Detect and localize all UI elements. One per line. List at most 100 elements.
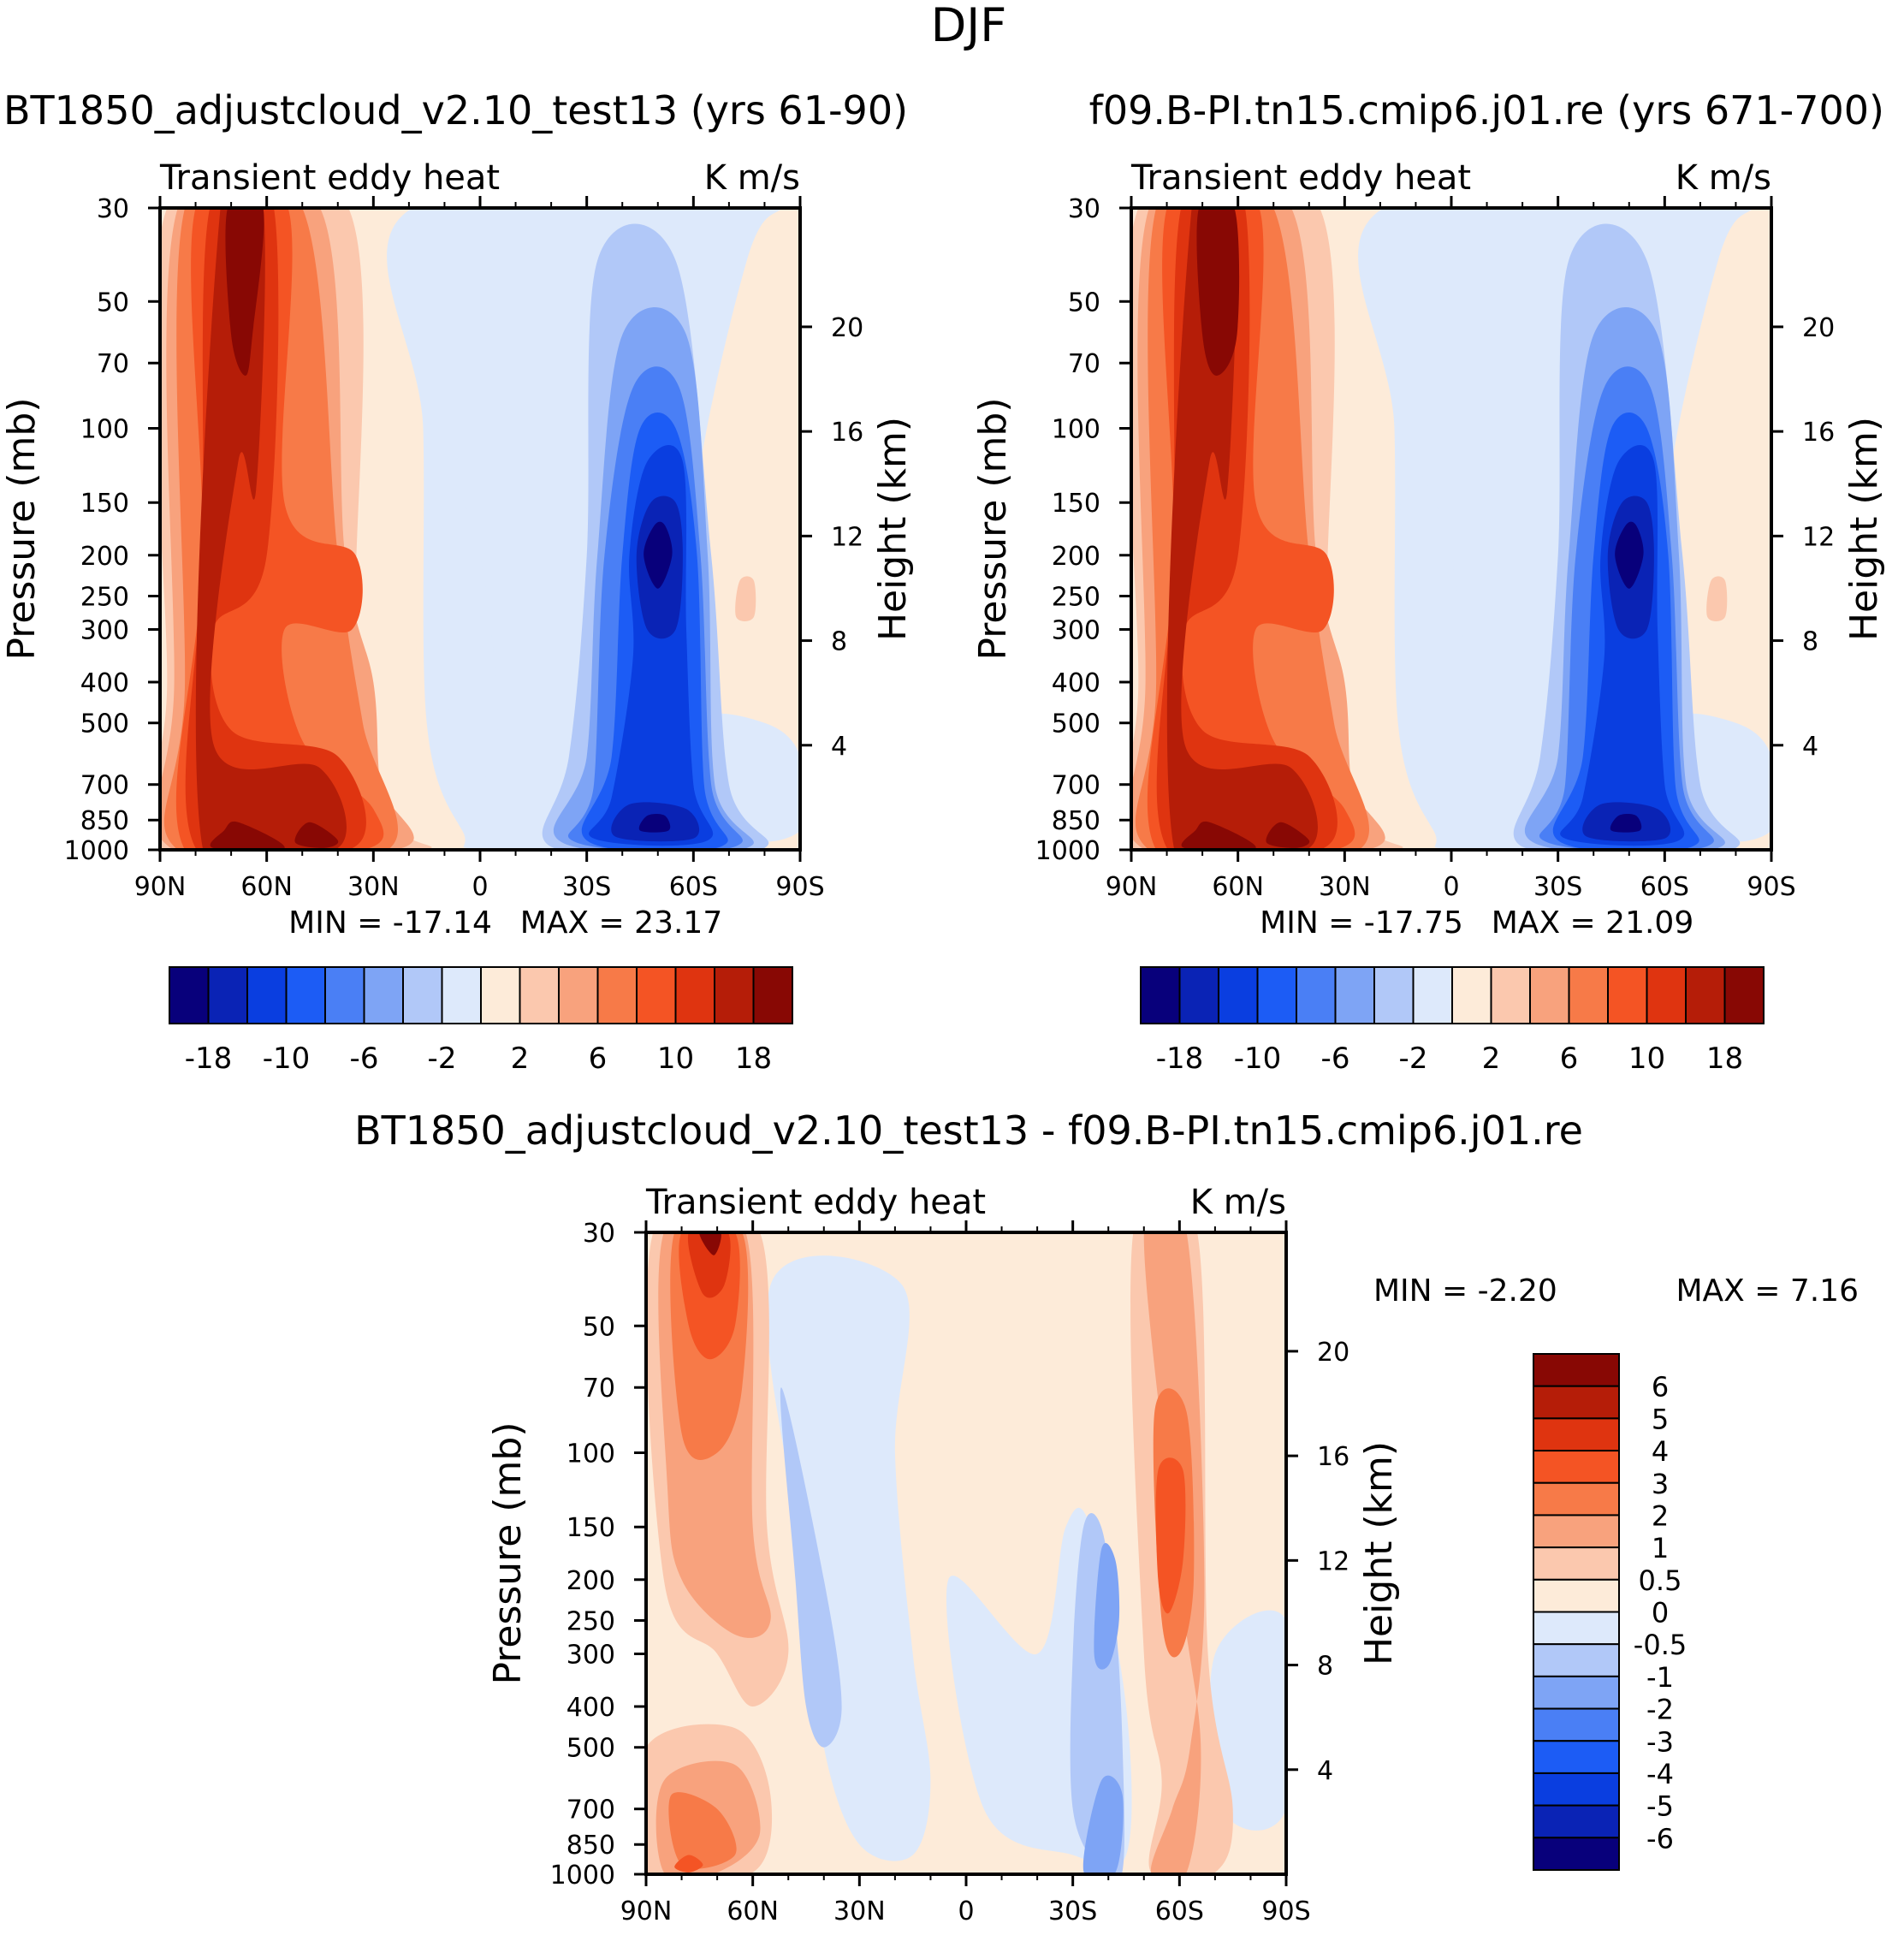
colorbar-swatch <box>1533 1772 1620 1807</box>
colorbar-label: 2 <box>1652 1499 1669 1532</box>
contour-field <box>646 1232 1286 1874</box>
x-tick-label: 0 <box>472 872 488 902</box>
y-tick-label: 500 <box>80 709 129 739</box>
colorbar-swatch <box>1373 966 1415 1024</box>
max-label: MAX = 21.09 <box>1492 905 1693 941</box>
y-tick-label: 150 <box>80 489 129 519</box>
colorbar-label: -4 <box>1646 1758 1674 1790</box>
right-title: K m/s <box>1676 158 1771 198</box>
colorbar-label: -1 <box>1646 1661 1674 1694</box>
colorbar-label: -10 <box>1234 1042 1282 1076</box>
contour-band-23 <box>735 576 756 621</box>
contour-band-1 <box>767 1255 931 1861</box>
x-tick-label: 0 <box>958 1896 974 1926</box>
colorbar-label: -6 <box>1321 1042 1350 1076</box>
colorbar-swatch <box>596 966 638 1024</box>
x-tick-label: 90S <box>1747 872 1795 902</box>
y-tick-label: 400 <box>1052 668 1100 698</box>
colorbar-swatch <box>1178 966 1219 1024</box>
contour-band-6 <box>1094 1543 1120 1670</box>
contour-band-20 <box>699 1232 721 1255</box>
contour-band-4 <box>780 1387 842 1748</box>
y-tick-label: 200 <box>80 542 129 572</box>
y-tick-label: 30 <box>97 194 129 224</box>
height-tick-label: 16 <box>831 418 863 448</box>
colorbar-swatch <box>1412 966 1453 1024</box>
contour-band-21 <box>1615 521 1644 589</box>
y-tick-label: 1000 <box>1035 836 1100 866</box>
height-tick-label: 4 <box>1317 1756 1333 1786</box>
colorbar-label: 2 <box>511 1042 530 1076</box>
x-tick-label: 60S <box>669 872 718 902</box>
y-tick-label: 100 <box>566 1439 615 1469</box>
colorbar-label: 2 <box>1482 1042 1501 1076</box>
figure-title: DJF <box>931 0 1007 52</box>
colorbar: -18 -10 -6 -2 2 6 10 18 <box>1140 966 1765 1076</box>
contour-band-12 <box>1266 822 1310 848</box>
y-tick-label: 250 <box>566 1606 615 1636</box>
y-tick-label: 50 <box>1068 288 1100 318</box>
contour-band-21 <box>644 521 673 589</box>
case-title: BT1850_adjustcloud_v2.10_test13 (yrs 61-… <box>3 87 908 134</box>
min-label: MIN = -17.75 <box>1260 905 1463 941</box>
x-tick-label: 90N <box>620 1896 673 1926</box>
x-tick-label: 60N <box>1212 872 1264 902</box>
x-tick-label: 60N <box>727 1896 779 1926</box>
colorbar-label: 0 <box>1652 1597 1669 1629</box>
colorbar-label: 1 <box>1652 1532 1669 1564</box>
colorbar-swatch <box>285 966 326 1024</box>
y-tick-label: 850 <box>1052 806 1100 836</box>
colorbar-label: 10 <box>1628 1042 1665 1076</box>
left-title: Transient eddy heat <box>1130 158 1471 198</box>
colorbar-label: -5 <box>1646 1790 1674 1823</box>
case-title: BT1850_adjustcloud_v2.10_test13 - f09.B-… <box>354 1107 1583 1154</box>
x-tick-label: 90N <box>134 872 187 902</box>
x-tick-label: 30S <box>1048 1896 1097 1926</box>
contour-band-23 <box>1706 576 1728 621</box>
colorbar-swatch <box>1685 966 1726 1024</box>
colorbar-swatch <box>1533 1385 1620 1420</box>
x-tick-label: 60S <box>1155 1896 1204 1926</box>
colorbar-swatch <box>1533 1804 1620 1839</box>
y-tick-label: 1000 <box>550 1861 615 1890</box>
colorbar-swatch <box>1533 1707 1620 1742</box>
y-tick-label: 50 <box>583 1312 615 1342</box>
min-label: MIN = -2.20 <box>1373 1273 1557 1309</box>
y-tick-label: 100 <box>80 415 129 445</box>
colorbar-label: -2 <box>1646 1694 1674 1726</box>
colorbar-label: -10 <box>263 1042 311 1076</box>
colorbar-swatch <box>1490 966 1531 1024</box>
contour-band-11 <box>1181 821 1256 850</box>
contour-band-12 <box>1143 1232 1205 1874</box>
colorbar-label: 10 <box>657 1042 694 1076</box>
colorbar-swatch <box>1533 1578 1620 1613</box>
colorbar-label: 5 <box>1652 1403 1669 1435</box>
y-tick-label: 250 <box>80 582 129 612</box>
height-tick-label: 12 <box>1802 522 1835 552</box>
colorbar-swatch <box>1533 1514 1620 1549</box>
height-tick-label: 4 <box>1802 732 1818 762</box>
y-tick-label: 400 <box>566 1693 615 1723</box>
x-tick-label: 90S <box>1261 1896 1310 1926</box>
contour-band-7 <box>1082 1775 1124 1874</box>
y-axis-label-right: Height (km) <box>1842 417 1886 641</box>
contour-band-3 <box>1209 1610 1286 1831</box>
chart-panel-3: BT1850_adjustcloud_v2.10_test13 - f09.B-… <box>354 1107 1859 1926</box>
y-tick-label: 1000 <box>64 836 129 866</box>
contour-band-12 <box>294 822 339 848</box>
colorbar-swatch <box>1533 1675 1620 1710</box>
contour-band-16 <box>668 1792 737 1869</box>
y-tick-label: 150 <box>1052 489 1100 519</box>
colorbar-swatch <box>752 966 793 1024</box>
contour-band-13 <box>1397 433 1469 786</box>
colorbar-swatch <box>636 966 677 1024</box>
colorbar-swatch <box>441 966 482 1024</box>
right-title: K m/s <box>1190 1183 1286 1222</box>
colorbar-label: 6 <box>1560 1042 1579 1076</box>
y-tick-label: 70 <box>97 349 129 379</box>
height-tick-label: 16 <box>1317 1442 1349 1472</box>
contour-band-10 <box>225 208 264 376</box>
y-tick-label: 50 <box>97 288 129 318</box>
colorbar-swatch <box>1218 966 1259 1024</box>
colorbar-swatch <box>1334 966 1375 1024</box>
